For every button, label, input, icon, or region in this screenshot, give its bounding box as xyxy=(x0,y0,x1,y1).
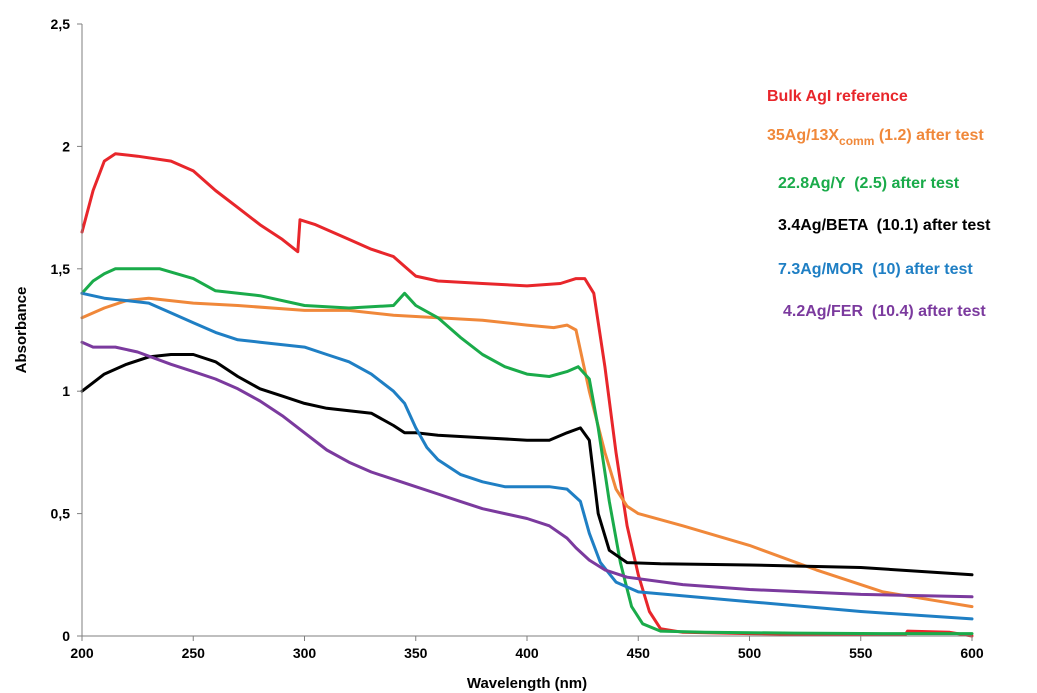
legend-item-4: 3.4Ag/BETA (10.1) after test xyxy=(778,217,991,234)
legend-text-part: 35Ag/13X xyxy=(767,127,839,144)
legend-item-5: 7.3Ag/MOR (10) after test xyxy=(778,261,973,278)
series-line-4 xyxy=(80,353,974,577)
legend-item-3: 22.8Ag/Y (2.5) after test xyxy=(778,175,960,192)
y-tick-label: 0 xyxy=(62,628,70,644)
x-tick-label: 500 xyxy=(738,645,762,661)
y-tick-label: 1 xyxy=(62,383,70,399)
legend-text-part: (1.2) after test xyxy=(874,127,984,144)
axes xyxy=(81,24,972,637)
legend-item-2: 35Ag/13Xcomm (1.2) after test xyxy=(767,127,984,148)
x-axis-title: Wavelength (nm) xyxy=(467,675,587,692)
series-line-3 xyxy=(80,267,974,636)
y-tick-label: 1,5 xyxy=(51,261,71,277)
x-tick-label: 250 xyxy=(182,645,206,661)
x-tick-label: 350 xyxy=(404,645,428,661)
series-line-2 xyxy=(80,296,974,609)
x-tick-label: 550 xyxy=(849,645,873,661)
x-tick-label: 400 xyxy=(515,645,539,661)
x-tick-label: 200 xyxy=(70,645,94,661)
legend-item-1: Bulk AgI reference xyxy=(767,88,908,105)
legend-subscript: comm xyxy=(839,134,874,148)
x-tick-label: 600 xyxy=(960,645,984,661)
legend: Bulk AgI reference 35Ag/13Xcomm (1.2) aft… xyxy=(767,88,991,320)
x-ticks: 200 250 300 350 400 450 500 550 600 xyxy=(70,636,984,661)
series-line-5 xyxy=(80,291,974,621)
x-tick-label: 450 xyxy=(627,645,651,661)
series-line-6 xyxy=(80,340,974,599)
y-tick-label: 0,5 xyxy=(51,506,71,522)
x-tick-label: 300 xyxy=(293,645,317,661)
y-tick-label: 2 xyxy=(62,138,70,154)
y-tick-label: 2,5 xyxy=(51,16,71,32)
legend-item-6: 4.2Ag/FER (10.4) after test xyxy=(783,303,986,320)
plot-lines xyxy=(80,152,974,638)
y-ticks: 0 0,5 1 1,5 2 2,5 xyxy=(51,16,82,644)
y-axis-title: Absorbance xyxy=(13,287,30,374)
